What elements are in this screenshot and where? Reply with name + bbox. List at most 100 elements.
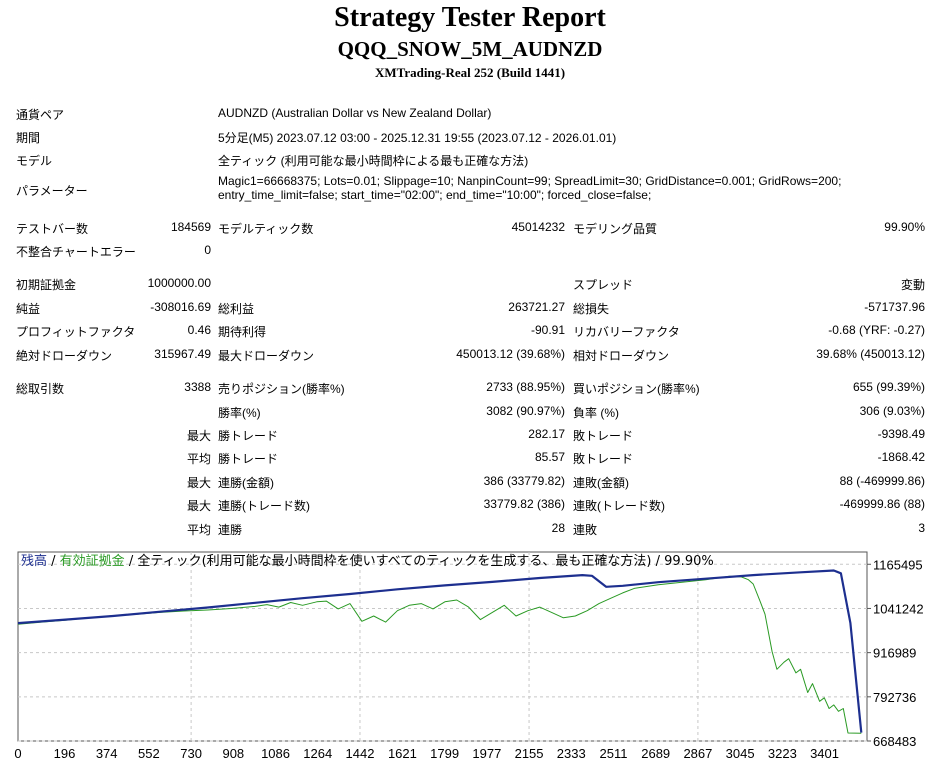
rel-dd-label: 相対ドローダウン [573,349,670,363]
model-value: 全ティック (利用可能な最小時間枠による最も正確な方法) [218,154,529,168]
row-max-cons-trd: 最大 連勝(トレード数) 33779.82 (386) 連敗(トレード数) -4… [0,493,940,515]
spread-label: スプレッド [573,278,634,292]
avg-cons-win-label: 連勝 [218,523,243,537]
row-winrate: 勝率(%) 3082 (90.97%) 負率 (%) 306 (9.03%) [0,400,940,422]
row-errors: 不整合チャートエラー 0 [0,239,940,261]
y-tick-label: 1041242 [873,601,924,616]
avg-cons-win-value: 28 [551,521,565,535]
gross-loss-value: -571737.96 [864,300,925,314]
legend-sep-1: / [47,554,60,569]
x-tick-label: 0 [14,746,21,761]
max-prefix: 最大 [186,429,211,443]
row-pf: プロフィットファクタ 0.46 期待利得 -90.91 リカバリーファクタ -0… [0,319,940,341]
abs-dd-label: 絶対ドローダウン [16,349,113,363]
x-tick-label: 3045 [726,746,755,761]
abs-dd-value: 315967.49 [154,347,211,361]
avg-loss-value: -1868.42 [877,450,925,464]
errors-label: 不整合チャートエラー [16,245,136,259]
quality-value: 99.90% [884,220,925,234]
x-tick-label: 2333 [557,746,586,761]
lossrate-value: 306 (9.03%) [859,404,925,418]
gross-profit-label: 総利益 [218,302,255,316]
max-cons-win-amt-label: 連勝(金額) [218,476,274,490]
trades-value: 3388 [184,380,211,394]
chart-svg: 1165495 1041242 916989 792736 668483 0 196 374 5… [14,551,924,761]
expected-label: 期待利得 [218,325,267,339]
avg-prefix: 平均 [186,452,211,466]
deposit-value: 1000000.00 [147,276,211,290]
row-max-trade: 最大 勝トレード 282.17 敗トレード -9398.49 [0,423,940,445]
report-subtitle: QQQ_SNOW_5M_AUDNZD [337,37,603,61]
x-tick-label: 1086 [261,746,290,761]
row-deposit: 初期証拠金 1000000.00 スプレッド 変動 [0,272,940,294]
legend-sep-2: / [124,554,138,569]
x-tick-label: 908 [222,746,244,761]
x-tick-label: 730 [180,746,202,761]
max-prefix-2: 最大 [186,476,211,490]
row-avg-trade: 平均 勝トレード 85.57 敗トレード -1868.42 [0,446,940,468]
x-tick-label: 2511 [600,746,628,761]
ticks-value: 45014232 [511,220,565,234]
balance-line [17,569,863,733]
max-prefix-3: 最大 [186,499,211,513]
max-loss-value: -9398.49 [877,427,925,441]
row-dd: 絶対ドローダウン 315967.49 最大ドローダウン 450013.12 (3… [0,343,940,365]
max-cons-win-trd-label: 連勝(トレード数) [218,499,310,513]
pair-label: 通貨ペア [16,108,65,122]
x-tick-label: 552 [138,746,160,761]
max-dd-label: 最大ドローダウン [218,349,315,363]
y-tick-label: 916989 [873,646,916,661]
plot-area [17,551,868,742]
row-period: 期間 5分足(M5) 2023.07.12 03:00 - 2025.12.31… [0,125,940,147]
net-label: 純益 [16,302,41,316]
x-tick-label: 3223 [768,746,797,761]
bars-value: 184569 [170,220,211,234]
pair-value: AUDNZD (Australian Dollar vs New Zealand… [218,106,492,120]
x-tick-label: 1621 [388,746,417,761]
errors-value: 0 [204,243,211,257]
net-value: -308016.69 [150,300,211,314]
x-tick-label: 196 [54,746,76,761]
max-cons-loss-amt-label: 連敗(金額) [573,476,629,490]
max-cons-loss-trd-value: -469999.86 (88) [839,497,925,511]
x-tick-label: 374 [96,746,118,761]
quality-label: モデリング品質 [573,222,658,236]
avg-win-label: 勝トレード [218,452,279,466]
legend-model: 全ティック(利用可能な最小時間枠を使いすべてのティックを生成する、最も正確な方法… [137,554,714,569]
max-loss-label: 敗トレード [573,429,634,443]
row-avg-cons: 平均 連勝 28 連敗 3 [0,517,940,539]
legend-balance: 残高 [21,554,48,569]
avg-cons-loss-label: 連敗 [573,523,598,537]
trades-label: 総取引数 [16,382,65,396]
server-info: XMTrading-Real 252 (Build 1441) [374,65,566,80]
pf-value: 0.46 [187,323,211,337]
max-cons-loss-amt-value: 88 (-469999.86) [839,474,925,488]
max-cons-win-amt-value: 386 (33779.82) [483,474,565,488]
model-label: モデル [16,154,53,168]
y-tick-label: 1165495 [873,557,923,572]
row-trades: 総取引数 3388 売りポジション(勝率%) 2733 (88.95%) 買いポ… [0,376,940,398]
row-model: モデル 全ティック (利用可能な最小時間枠による最も正確な方法) [0,148,940,170]
x-tick-label: 1977 [472,746,501,761]
balance-chart: 1165495 1041242 916989 792736 668483 0 196 374 5… [14,546,939,761]
y-tick-label: 668483 [873,734,916,749]
row-pair: 通貨ペア AUDNZD (Australian Dollar vs New Ze… [0,102,940,124]
winrate-value: 3082 (90.97%) [486,404,565,418]
equity-line [17,575,862,734]
recovery-label: リカバリーファクタ [573,325,680,339]
x-tick-label: 1442 [346,746,375,761]
params-line-1: Magic1=66668375; Lots=0.01; Slippage=10;… [218,174,842,188]
legend-equity: 有効証拠金 [59,554,125,569]
rel-dd-value: 39.68% (450013.12) [816,347,925,361]
avg-win-value: 85.57 [534,450,565,464]
max-win-label: 勝トレード [218,429,279,443]
x-tick-label: 1799 [430,746,459,761]
x-tick-label: 2155 [515,746,544,761]
avg-prefix-2: 平均 [186,523,211,537]
y-tick-label: 792736 [873,690,916,705]
avg-cons-loss-value: 3 [918,521,925,535]
pf-label: プロフィットファクタ [16,325,136,339]
x-tick-label: 2689 [641,746,670,761]
row-net: 純益 -308016.69 総利益 263721.27 総損失 -571737.… [0,296,940,318]
long-label: 買いポジション(勝率%) [573,382,700,396]
